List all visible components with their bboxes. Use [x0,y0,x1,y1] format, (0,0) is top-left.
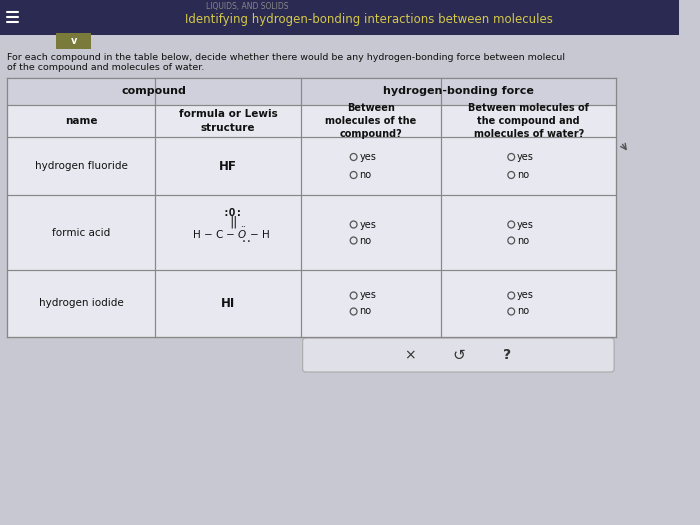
Text: hydrogen fluoride: hydrogen fluoride [34,161,127,171]
Text: HI: HI [221,297,235,310]
Text: yes: yes [517,290,534,300]
Text: formula or Lewis
structure: formula or Lewis structure [178,109,277,133]
Text: yes: yes [517,219,534,229]
Text: yes: yes [359,219,377,229]
Text: v: v [71,36,77,46]
Text: no: no [359,236,372,246]
Text: formic acid: formic acid [52,227,110,237]
Text: yes: yes [359,152,377,162]
Text: no: no [517,236,529,246]
Text: ↺: ↺ [452,348,465,362]
Text: Between
molecules of the
compound?: Between molecules of the compound? [326,103,416,139]
Text: name: name [65,116,97,126]
Text: ‖: ‖ [229,216,237,229]
Text: :O:: :O: [223,207,243,217]
Text: no: no [517,170,529,180]
Text: HF: HF [219,160,237,173]
Text: hydrogen-bonding force: hydrogen-bonding force [383,87,534,97]
Text: no: no [517,307,529,317]
Text: Between molecules of
the compound and
molecules of water?: Between molecules of the compound and mo… [468,103,589,139]
Text: no: no [359,307,372,317]
Text: Identifying hydrogen-bonding interactions between molecules: Identifying hydrogen-bonding interaction… [185,13,552,26]
Text: yes: yes [359,290,377,300]
Bar [7,78,301,105]
Text: LIQUIDS, AND SOLIDS: LIQUIDS, AND SOLIDS [206,2,288,10]
Text: H $-$ C $-$ $\ddot{O}$ $-$ H: H $-$ C $-$ $\ddot{O}$ $-$ H [192,226,270,241]
Text: For each compound in the table below, decide whether there would be any hydrogen: For each compound in the table below, de… [7,52,565,61]
Text: hydrogen iodide: hydrogen iodide [38,299,123,309]
Bar [7,78,616,337]
FancyBboxPatch shape [56,33,91,49]
FancyBboxPatch shape [302,338,614,372]
Text: no: no [359,170,372,180]
Text: of the compound and molecules of water.: of the compound and molecules of water. [7,64,204,72]
Text: compound: compound [121,87,186,97]
Text: ··: ·· [241,237,252,247]
Text: ×: × [404,348,416,362]
Text: yes: yes [517,152,534,162]
Bar [301,78,616,105]
FancyBboxPatch shape [0,0,679,35]
Text: ?: ? [503,348,511,362]
